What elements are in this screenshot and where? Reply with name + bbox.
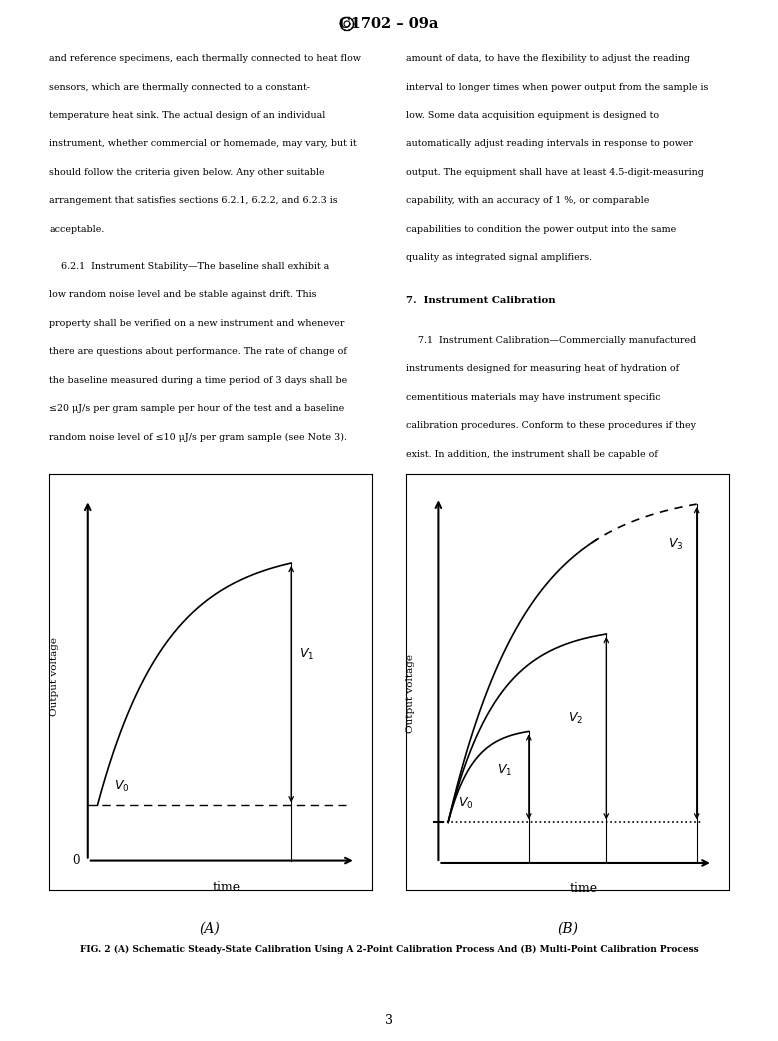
Text: acceptable.: acceptable. bbox=[49, 225, 104, 234]
Text: (A): (A) bbox=[200, 921, 220, 936]
Text: low random noise level and be stable against drift. This: low random noise level and be stable aga… bbox=[49, 290, 317, 299]
Text: amount of data, to have the flexibility to adjust the reading: amount of data, to have the flexibility … bbox=[406, 54, 690, 64]
Text: low. Some data acquisition equipment is designed to: low. Some data acquisition equipment is … bbox=[406, 111, 659, 120]
Text: cementitious materials may have instrument specific: cementitious materials may have instrume… bbox=[406, 392, 661, 402]
Text: 3: 3 bbox=[385, 1014, 393, 1026]
Polygon shape bbox=[348, 29, 350, 31]
Polygon shape bbox=[344, 17, 346, 19]
Text: Output voltage: Output voltage bbox=[51, 637, 59, 716]
Text: (B): (B) bbox=[558, 921, 578, 936]
Polygon shape bbox=[351, 26, 353, 29]
Polygon shape bbox=[339, 23, 342, 25]
Text: $V_0$: $V_0$ bbox=[457, 796, 473, 811]
Text: interval to longer times when power output from the sample is: interval to longer times when power outp… bbox=[406, 82, 709, 92]
Polygon shape bbox=[341, 26, 343, 29]
Text: property shall be verified on a new instrument and whenever: property shall be verified on a new inst… bbox=[49, 319, 345, 328]
Text: instruments designed for measuring heat of hydration of: instruments designed for measuring heat … bbox=[406, 364, 679, 374]
Text: quality as integrated signal amplifiers.: quality as integrated signal amplifiers. bbox=[406, 253, 592, 262]
Text: 7.1  Instrument Calibration—Commercially manufactured: 7.1 Instrument Calibration—Commercially … bbox=[406, 336, 696, 345]
Text: $V_3$: $V_3$ bbox=[668, 537, 683, 553]
Text: capability, with an accuracy of 1 %, or comparable: capability, with an accuracy of 1 %, or … bbox=[406, 197, 650, 205]
Text: 7.  Instrument Calibration: 7. Instrument Calibration bbox=[406, 296, 555, 305]
Text: and reference specimens, each thermally connected to heat flow: and reference specimens, each thermally … bbox=[49, 54, 361, 64]
Text: automatically adjust reading intervals in response to power: automatically adjust reading intervals i… bbox=[406, 139, 693, 149]
Text: time: time bbox=[569, 882, 598, 894]
Text: $V_2$: $V_2$ bbox=[568, 710, 583, 726]
Text: time: time bbox=[212, 881, 240, 894]
Text: calibration procedures. Conform to these procedures if they: calibration procedures. Conform to these… bbox=[406, 422, 696, 430]
Polygon shape bbox=[344, 29, 346, 31]
Text: FIG. 2 (A) Schematic Steady-State Calibration Using A 2-Point Calibration Proces: FIG. 2 (A) Schematic Steady-State Calibr… bbox=[79, 945, 699, 955]
Polygon shape bbox=[341, 19, 343, 22]
Text: arrangement that satisfies sections 6.2.1, 6.2.2, and 6.2.3 is: arrangement that satisfies sections 6.2.… bbox=[49, 197, 338, 205]
Text: instrument, whether commercial or homemade, may vary, but it: instrument, whether commercial or homema… bbox=[49, 139, 356, 149]
Text: there are questions about performance. The rate of change of: there are questions about performance. T… bbox=[49, 347, 347, 356]
Text: Output voltage: Output voltage bbox=[406, 654, 415, 733]
Text: should follow the criteria given below. Any other suitable: should follow the criteria given below. … bbox=[49, 168, 324, 177]
Text: capabilities to condition the power output into the same: capabilities to condition the power outp… bbox=[406, 225, 676, 234]
Text: $V_1$: $V_1$ bbox=[496, 763, 512, 778]
Text: ≤20 μJ/s per gram sample per hour of the test and a baseline: ≤20 μJ/s per gram sample per hour of the… bbox=[49, 404, 344, 413]
Text: exist. In addition, the instrument shall be capable of: exist. In addition, the instrument shall… bbox=[406, 450, 658, 459]
Polygon shape bbox=[351, 19, 353, 22]
Text: $V_1$: $V_1$ bbox=[300, 648, 314, 662]
Text: the baseline measured during a time period of 3 days shall be: the baseline measured during a time peri… bbox=[49, 376, 347, 384]
Polygon shape bbox=[348, 17, 350, 19]
Text: 0: 0 bbox=[72, 854, 80, 867]
Polygon shape bbox=[352, 23, 355, 25]
Text: temperature heat sink. The actual design of an individual: temperature heat sink. The actual design… bbox=[49, 111, 325, 120]
Text: sensors, which are thermally connected to a constant-: sensors, which are thermally connected t… bbox=[49, 82, 310, 92]
Text: 6.2.1  Instrument Stability—The baseline shall exhibit a: 6.2.1 Instrument Stability—The baseline … bbox=[49, 261, 329, 271]
Text: output. The equipment shall have at least 4.5-digit-measuring: output. The equipment shall have at leas… bbox=[406, 168, 704, 177]
Text: C1702 – 09a: C1702 – 09a bbox=[339, 17, 439, 31]
Text: random noise level of ≤10 μJ/s per gram sample (see Note 3).: random noise level of ≤10 μJ/s per gram … bbox=[49, 432, 347, 441]
Text: $V_0$: $V_0$ bbox=[114, 780, 129, 794]
